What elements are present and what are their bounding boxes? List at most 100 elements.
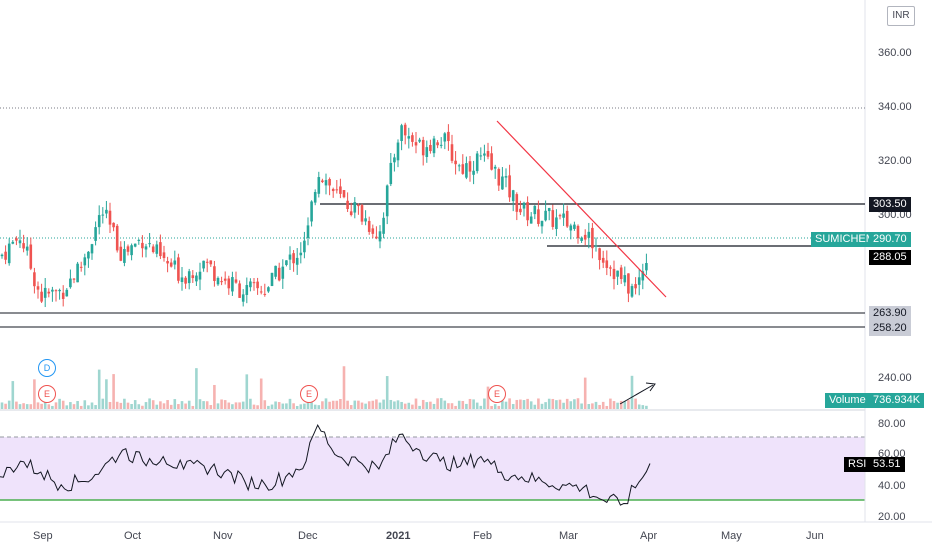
candle-body[interactable]: [551, 210, 555, 227]
candle-body[interactable]: [432, 138, 436, 154]
candle-body[interactable]: [216, 277, 220, 285]
candle-body[interactable]: [555, 217, 558, 230]
candle-body[interactable]: [619, 267, 623, 280]
candle-body[interactable]: [637, 277, 641, 285]
candle-body[interactable]: [490, 153, 493, 170]
candle-body[interactable]: [256, 281, 259, 289]
candle-body[interactable]: [90, 244, 94, 254]
candle-body[interactable]: [213, 266, 216, 281]
candle-body[interactable]: [227, 278, 231, 289]
candle-body[interactable]: [443, 133, 447, 142]
candle-body[interactable]: [645, 263, 648, 271]
candle-body[interactable]: [137, 239, 141, 241]
candle-body[interactable]: [54, 290, 58, 292]
candle-body[interactable]: [234, 279, 238, 283]
candle-body[interactable]: [18, 240, 22, 244]
candle-body[interactable]: [411, 135, 414, 142]
candle-body[interactable]: [151, 246, 155, 253]
candle-body[interactable]: [7, 243, 11, 264]
rsi-line[interactable]: [0, 423, 651, 506]
candle-body[interactable]: [205, 261, 209, 263]
candle-body[interactable]: [119, 246, 123, 261]
candle-body[interactable]: [159, 242, 162, 257]
candle-body[interactable]: [130, 245, 133, 256]
candle-body[interactable]: [447, 131, 450, 142]
candle-body[interactable]: [519, 208, 522, 213]
candle-body[interactable]: [396, 142, 400, 161]
candle-body[interactable]: [184, 277, 187, 284]
candle-body[interactable]: [508, 175, 511, 198]
candle-body[interactable]: [313, 192, 317, 203]
candle-body[interactable]: [202, 260, 205, 269]
candle-body[interactable]: [162, 252, 166, 259]
candle-body[interactable]: [353, 202, 357, 213]
candle-body[interactable]: [616, 270, 619, 277]
candle-body[interactable]: [429, 144, 432, 152]
candle-body[interactable]: [364, 218, 367, 222]
candle-body[interactable]: [382, 217, 385, 234]
candle-body[interactable]: [339, 186, 342, 194]
candle-body[interactable]: [292, 253, 295, 264]
candle-body[interactable]: [29, 244, 33, 269]
candle-body[interactable]: [450, 144, 454, 161]
candle-body[interactable]: [623, 275, 627, 283]
candle-body[interactable]: [457, 165, 461, 167]
candle-body[interactable]: [126, 246, 130, 252]
candle-body[interactable]: [58, 289, 61, 292]
candle-body[interactable]: [144, 246, 148, 250]
candle-body[interactable]: [198, 271, 202, 280]
candle-body[interactable]: [331, 188, 335, 192]
candle-body[interactable]: [493, 166, 497, 169]
candle-body[interactable]: [4, 251, 7, 260]
candle-body[interactable]: [641, 271, 645, 281]
candle-body[interactable]: [389, 162, 393, 185]
candle-body[interactable]: [515, 194, 519, 212]
candle-body[interactable]: [220, 281, 223, 283]
candle-body[interactable]: [101, 214, 105, 216]
candle-body[interactable]: [472, 170, 475, 175]
candle-body[interactable]: [123, 249, 126, 263]
candle-body[interactable]: [587, 231, 591, 238]
candle-body[interactable]: [511, 190, 515, 202]
candle-body[interactable]: [421, 139, 425, 156]
candle-body[interactable]: [486, 151, 490, 157]
candle-body[interactable]: [155, 244, 159, 254]
candle-body[interactable]: [245, 285, 249, 295]
volume-arrow-line[interactable]: [619, 384, 654, 405]
candle-body[interactable]: [461, 164, 465, 174]
candle-body[interactable]: [61, 292, 65, 299]
candle-body[interactable]: [400, 125, 403, 142]
candle-body[interactable]: [612, 268, 616, 280]
candle-body[interactable]: [277, 267, 281, 281]
descending-trendline[interactable]: [496, 120, 667, 298]
candle-body[interactable]: [270, 272, 274, 286]
candle-body[interactable]: [375, 236, 378, 239]
candle-body[interactable]: [43, 287, 47, 298]
candle-body[interactable]: [627, 273, 630, 294]
candle-body[interactable]: [454, 160, 457, 165]
dividend-marker[interactable]: D: [38, 359, 56, 377]
candle-body[interactable]: [465, 163, 468, 178]
candle-body[interactable]: [267, 287, 270, 292]
candle-body[interactable]: [537, 209, 540, 224]
candle-body[interactable]: [141, 242, 144, 249]
candle-body[interactable]: [497, 169, 501, 186]
candle-body[interactable]: [591, 227, 594, 249]
candle-body[interactable]: [231, 277, 234, 292]
candle-body[interactable]: [346, 200, 349, 210]
candle-body[interactable]: [371, 228, 375, 234]
candle-body[interactable]: [360, 205, 364, 222]
candle-body[interactable]: [544, 210, 547, 221]
candle-body[interactable]: [306, 225, 310, 238]
candle-body[interactable]: [303, 240, 306, 253]
candle-body[interactable]: [547, 208, 551, 212]
candle-body[interactable]: [241, 294, 245, 302]
candle-body[interactable]: [317, 177, 321, 194]
candle-body[interactable]: [87, 251, 90, 259]
candle-body[interactable]: [468, 161, 472, 172]
candle-body[interactable]: [565, 210, 569, 227]
candle-body[interactable]: [328, 179, 331, 186]
candle-body[interactable]: [439, 144, 443, 146]
candle-body[interactable]: [342, 190, 346, 198]
